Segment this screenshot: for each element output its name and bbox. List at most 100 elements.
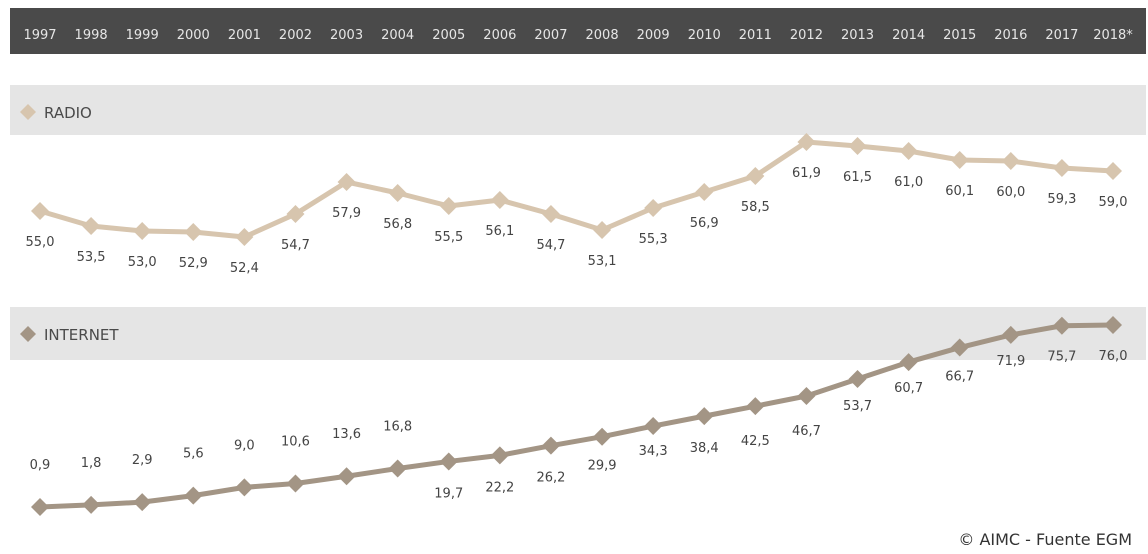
internet-value-label: 66,7 (945, 370, 974, 385)
internet-value-label: 46,7 (792, 424, 821, 439)
radio-point (82, 217, 101, 235)
internet-value-label: 34,3 (639, 444, 668, 459)
internet-value-label: 26,2 (536, 471, 565, 486)
internet-legend-marker (20, 326, 36, 342)
radio-point (133, 222, 152, 240)
internet-point (1104, 316, 1122, 334)
internet-value-label: 9,0 (234, 438, 255, 453)
radio-value-label: 54,7 (536, 238, 565, 253)
year-label: 2006 (483, 28, 516, 43)
year-label: 2009 (637, 28, 670, 43)
year-label: 2016 (994, 28, 1027, 43)
internet-value-label: 5,6 (183, 447, 204, 462)
radio-point (1104, 162, 1122, 180)
internet-value-label: 76,0 (1099, 349, 1128, 364)
year-label: 2002 (279, 28, 312, 43)
internet-value-label: 19,7 (434, 486, 463, 501)
radio-point (899, 142, 918, 160)
radio-point (337, 173, 356, 191)
internet-point (848, 370, 867, 389)
radio-point (797, 133, 816, 151)
internet-point (1052, 316, 1071, 335)
credit-text: © AIMC - Fuente EGM (958, 530, 1132, 549)
radio-point (235, 228, 254, 246)
radio-value-label: 61,9 (792, 166, 821, 181)
radio-value-label: 56,9 (690, 216, 719, 231)
radio-value-label: 61,5 (843, 170, 872, 185)
internet-point (388, 459, 407, 478)
internet-point (82, 495, 101, 514)
internet-point (950, 338, 969, 357)
radio-value-label: 52,9 (179, 256, 208, 271)
year-label: 2013 (841, 28, 874, 43)
radio-point (490, 191, 509, 209)
radio-value-label: 55,5 (434, 230, 463, 245)
year-label: 2001 (228, 28, 261, 43)
radio-legend-band (10, 85, 1146, 135)
radio-value-label: 54,7 (281, 238, 310, 253)
radio-value-label: 53,0 (128, 255, 157, 270)
radio-value-label: 55,3 (639, 232, 668, 247)
radio-value-label: 60,0 (996, 185, 1025, 200)
year-label: 1997 (23, 28, 56, 43)
radio-value-label: 56,8 (383, 217, 412, 232)
internet-point (439, 452, 458, 471)
internet-point (797, 387, 816, 406)
radio-value-label: 57,9 (332, 206, 361, 221)
radio-point (388, 184, 407, 202)
radio-point (439, 197, 458, 215)
internet-series-label: INTERNET (44, 326, 119, 344)
radio-value-label: 55,0 (26, 235, 55, 250)
internet-value-label: 2,9 (132, 453, 153, 468)
internet-value-label: 38,4 (690, 441, 719, 456)
internet-value-label: 75,7 (1047, 350, 1076, 365)
year-label: 2012 (790, 28, 823, 43)
internet-legend-band (10, 307, 1146, 360)
radio-value-label: 60,1 (945, 184, 974, 199)
radio-point (695, 183, 714, 201)
internet-point (541, 436, 560, 455)
internet-point (235, 478, 254, 497)
internet-value-label: 42,5 (741, 434, 770, 449)
year-label: 2011 (739, 28, 772, 43)
year-label: 2014 (892, 28, 925, 43)
year-label: 1998 (75, 28, 108, 43)
internet-value-label: 60,7 (894, 381, 923, 396)
year-label: 2010 (688, 28, 721, 43)
internet-value-label: 0,9 (30, 458, 51, 473)
internet-point (490, 446, 509, 465)
internet-value-label: 16,8 (383, 419, 412, 434)
radio-value-label: 56,1 (485, 224, 514, 239)
year-header-band (10, 8, 1146, 54)
radio-value-label: 53,1 (588, 254, 617, 269)
internet-value-label: 71,9 (996, 354, 1025, 369)
internet-line (37, 322, 1116, 510)
internet-value-label: 53,7 (843, 399, 872, 414)
radio-value-label: 59,0 (1099, 195, 1128, 210)
radio-point (950, 151, 969, 169)
internet-value-label: 13,6 (332, 427, 361, 442)
year-label: 2005 (432, 28, 465, 43)
year-label: 2007 (534, 28, 567, 43)
internet-point (337, 467, 356, 486)
radio-point (31, 202, 49, 220)
year-label: 2017 (1045, 28, 1078, 43)
internet-point (286, 474, 305, 493)
year-label: 2004 (381, 28, 414, 43)
radio-point (184, 223, 203, 241)
year-axis-labels: 1997 1998 1999 2000 2001 2002 2003 2004 2005 2006… (23, 28, 1133, 43)
internet-value-label: 10,6 (281, 434, 310, 449)
year-label: 2000 (177, 28, 210, 43)
internet-point (899, 353, 918, 372)
year-label: 1999 (126, 28, 159, 43)
internet-point (133, 493, 152, 512)
radio-point (593, 221, 612, 239)
radio-point (1001, 152, 1020, 170)
radio-legend-marker (20, 104, 36, 120)
radio-point (541, 205, 560, 223)
internet-value-label: 29,9 (588, 459, 617, 474)
radio-point (1052, 159, 1071, 177)
internet-value-label: 22,2 (485, 480, 514, 495)
